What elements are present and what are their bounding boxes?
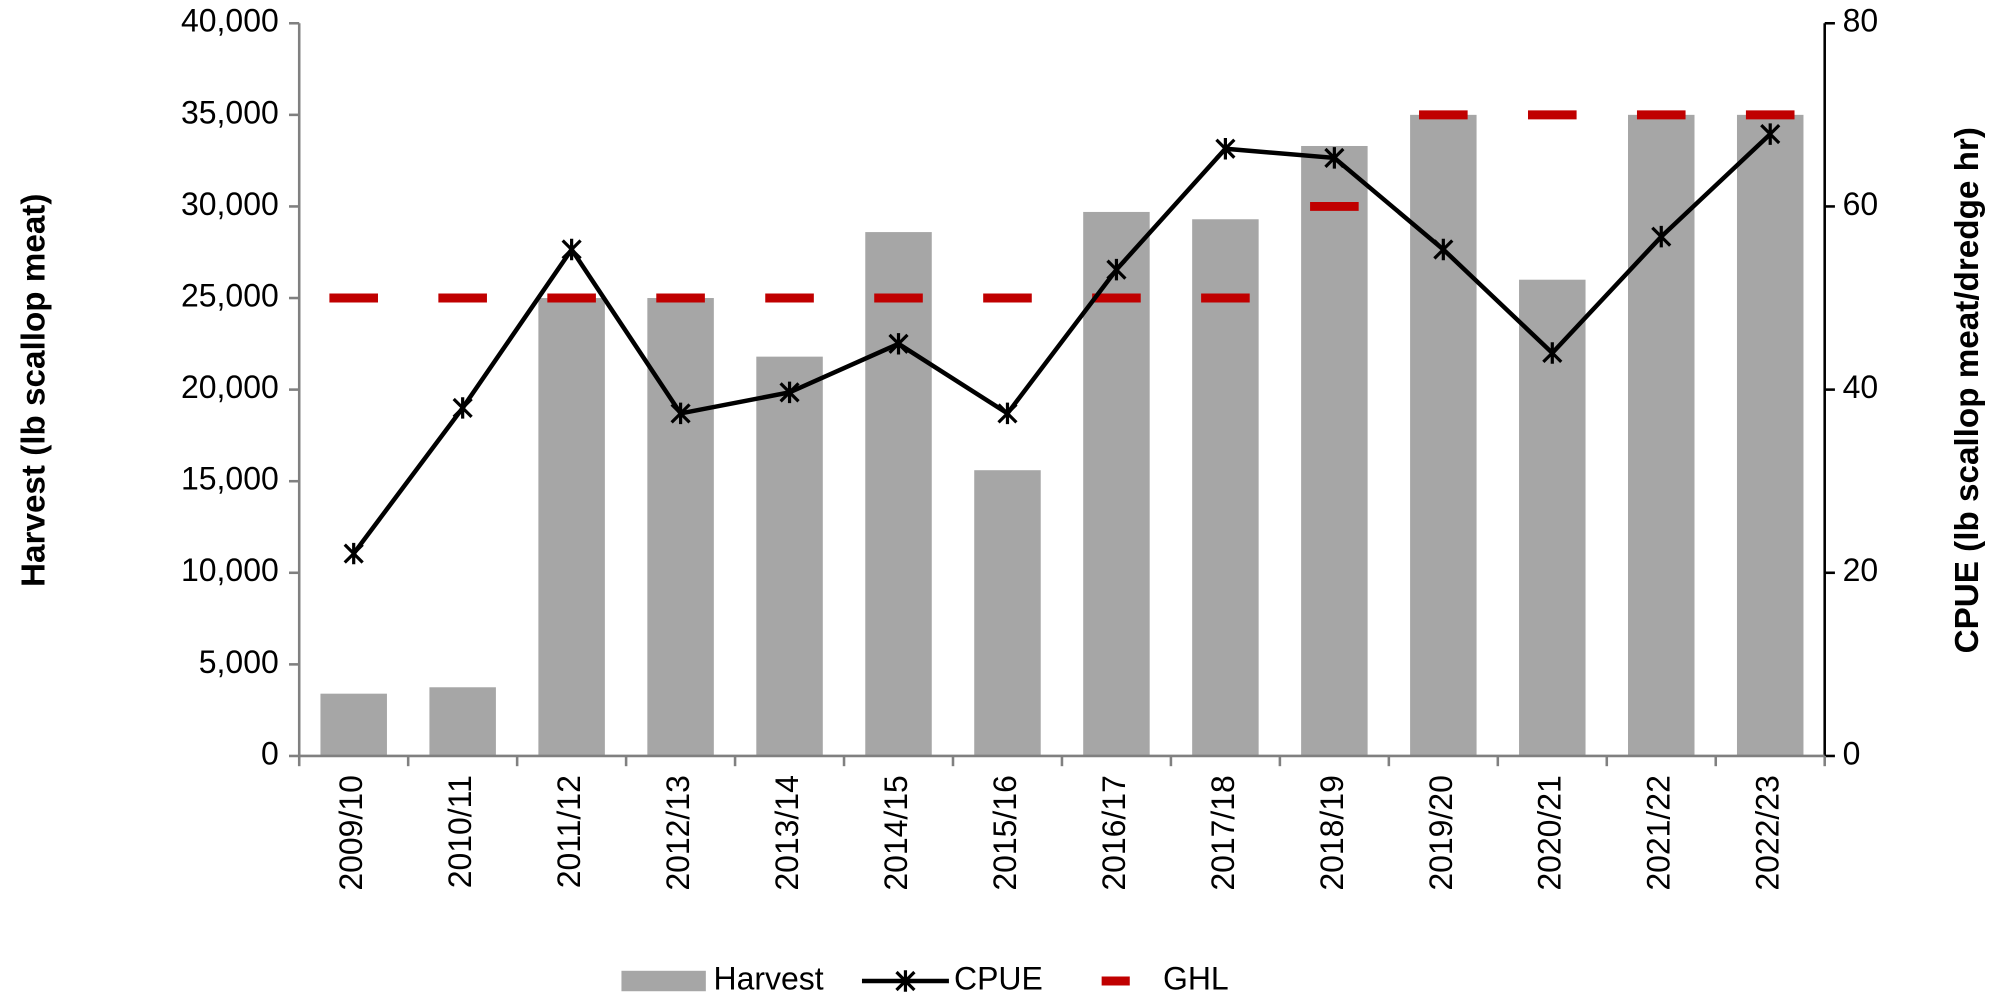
y-tick-label: 0 <box>261 735 279 771</box>
x-tick-label: 2017/18 <box>1205 775 1241 891</box>
bar <box>1628 114 1695 756</box>
cpue-marker <box>1215 137 1236 160</box>
y2-tick-label: 80 <box>1843 3 1879 39</box>
bar <box>1410 114 1477 756</box>
y2-tick-label: 60 <box>1843 186 1879 222</box>
bar <box>1083 211 1150 756</box>
cpue-marker <box>779 381 800 404</box>
y2-tick-label: 40 <box>1843 369 1879 405</box>
cpue-marker <box>670 402 691 425</box>
x-tick-label: 2016/17 <box>1096 775 1132 891</box>
y2-tick-label: 0 <box>1843 735 1861 771</box>
bar <box>1301 145 1368 756</box>
cpue-marker <box>997 402 1018 425</box>
legend-swatch <box>621 970 706 992</box>
bar <box>756 356 823 756</box>
y2-tick-label: 20 <box>1843 552 1879 588</box>
x-tick-label: 2021/22 <box>1641 775 1677 891</box>
x-tick-label: 2014/15 <box>878 775 914 891</box>
y-tick-label: 5,000 <box>199 644 279 680</box>
bar <box>429 687 496 756</box>
y-tick-label: 10,000 <box>181 552 279 588</box>
x-tick-label: 2020/21 <box>1532 775 1568 891</box>
y2-axis-title: CPUE (lb scallop meat/dredge hr) <box>1949 127 1986 653</box>
y-tick-label: 40,000 <box>181 3 279 39</box>
bar <box>865 232 932 756</box>
bar <box>538 298 605 756</box>
cpue-marker <box>1433 238 1454 261</box>
cpue-line <box>351 132 1772 555</box>
y-tick-label: 20,000 <box>181 369 279 405</box>
cpue-marker <box>1542 342 1563 364</box>
y-tick-label: 30,000 <box>181 186 279 222</box>
legend-label: Harvest <box>714 960 824 996</box>
legend-marker <box>895 970 916 992</box>
x-tick-label: 2011/12 <box>551 775 587 888</box>
bar <box>1192 219 1259 756</box>
cpue-marker <box>1760 123 1781 145</box>
cpue-marker <box>1106 258 1127 281</box>
y-tick-label: 35,000 <box>181 94 279 130</box>
cpue-marker <box>452 397 473 419</box>
bar <box>974 470 1041 756</box>
cpue-marker <box>343 542 364 565</box>
x-tick-label: 2013/14 <box>769 775 805 891</box>
cpue-marker <box>888 333 909 355</box>
x-tick-label: 2010/11 <box>442 775 478 888</box>
y-axis-title: Harvest (lb scallop meat) <box>16 194 53 587</box>
y-tick-label: 25,000 <box>181 277 279 313</box>
x-tick-label: 2012/13 <box>660 775 696 891</box>
bar <box>320 693 387 756</box>
x-tick-label: 2022/23 <box>1750 775 1786 891</box>
bar <box>647 298 714 756</box>
x-tick-label: 2015/16 <box>987 775 1023 891</box>
y-tick-label: 15,000 <box>181 461 279 497</box>
x-tick-label: 2019/20 <box>1423 775 1459 891</box>
cpue-marker <box>561 238 582 261</box>
cpue-marker <box>1324 147 1345 169</box>
bar <box>1736 114 1804 756</box>
legend-label: CPUE <box>954 960 1043 996</box>
x-tick-label: 2009/10 <box>333 775 369 891</box>
cpue-marker <box>1651 225 1672 248</box>
x-tick-label: 2018/19 <box>1314 775 1350 891</box>
legend-label: GHL <box>1163 960 1229 996</box>
